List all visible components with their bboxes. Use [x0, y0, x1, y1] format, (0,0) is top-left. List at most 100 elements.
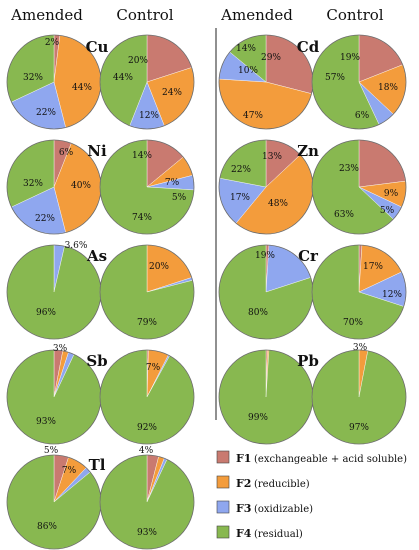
pie-as-amended-label-f4: 96%	[36, 308, 56, 318]
element-label-sb: Sb	[86, 352, 107, 370]
pie-zn-amended-label-f3: 17%	[230, 193, 250, 203]
pie-cd-control-label-f2: 18%	[378, 83, 398, 93]
pie-zn-amended-label-f1: 13%	[262, 152, 282, 162]
pie-tl-control: 4% 93%	[99, 446, 195, 550]
legend-item-f2: F2 (reducible)	[216, 475, 310, 490]
legend-label-f4: (residual)	[254, 529, 303, 540]
pie-pb-control: 3% 97%	[311, 343, 407, 445]
pie-cu-control-label-f2: 24%	[162, 88, 182, 98]
element-label-cd: Cd	[297, 38, 320, 56]
legend-item-f3: F3 (oxidizable)	[216, 500, 313, 515]
pie-tl-control-outline	[99, 454, 195, 550]
legend-key-f4: F4	[236, 527, 252, 540]
pie-as-control-outline	[99, 244, 195, 340]
pie-zn-amended-label-f2: 48%	[268, 199, 288, 209]
column-header-left-amended: Amended	[10, 6, 83, 24]
legend-swatch-f4	[216, 525, 230, 539]
pie-cr-control: 17% 12% 70%	[311, 244, 407, 340]
pie-as-control-label-f2: 20%	[149, 262, 169, 272]
pie-zn-control: 23% 9% 5% 63%	[311, 139, 407, 235]
pie-sb-amended: 3% 93%	[6, 344, 102, 445]
pie-cd-amended-label-f4: 14%	[236, 44, 256, 54]
pie-cd-control-outline	[311, 34, 407, 130]
pie-ni-amended: 6% 40% 22% 32%	[6, 139, 102, 235]
pie-tl-amended-label-f1: 5%	[44, 446, 59, 456]
pie-cu-amended-label-f2: 44%	[72, 83, 92, 93]
element-label-ni: Ni	[87, 142, 107, 160]
pie-pb-control-label-f2: 3%	[353, 343, 368, 353]
element-label-zn: Zn	[297, 142, 319, 160]
legend-swatch-f2	[216, 475, 230, 489]
column-headers: Amended Control Amended Control	[10, 6, 384, 24]
pie-zn-control-slice-f1	[358, 139, 406, 188]
pie-cd-amended: 29% 47% 10% 14%	[218, 34, 314, 130]
element-label-pb: Pb	[297, 352, 319, 370]
pie-cu-amended-label-f1: 2%	[45, 38, 60, 48]
pie-zn-control-label-f2: 9%	[384, 189, 399, 199]
column-header-left-control: Control	[116, 6, 173, 24]
legend-swatch-f1	[216, 450, 230, 464]
pie-cu-control-outline	[99, 34, 195, 130]
pie-cu-amended-label-f4: 32%	[23, 73, 43, 83]
pie-sb-control-label-f2: 7%	[146, 363, 161, 373]
column-header-right-control: Control	[326, 6, 383, 24]
legend-label-f1: (exchangeable + acid soluble)	[254, 454, 407, 465]
pie-sb-amended-label-f1: 3%	[53, 344, 68, 354]
pie-ni-control-label-f3: 5%	[172, 193, 187, 203]
pie-ni-control-label-f2: 7%	[165, 178, 180, 188]
element-label-tl: Tl	[89, 456, 106, 474]
pie-pb-amended-label-f4: 99%	[248, 413, 268, 423]
pie-cu-control: 20% 24% 12% 44%	[99, 34, 195, 130]
pie-sb-control-outline	[99, 349, 195, 445]
pie-zn-control-label-f1: 23%	[339, 164, 359, 174]
column-header-right-amended: Amended	[220, 6, 293, 24]
pie-cr-control-label-f4: 70%	[343, 318, 363, 328]
pie-pb-amended: 99%	[218, 349, 314, 445]
pie-ni-amended-label-f1: 6%	[59, 148, 74, 158]
pie-cd-amended-label-f3: 10%	[238, 66, 258, 76]
legend-label-f3: (oxidizable)	[254, 504, 313, 515]
pie-as-control: 20% 79%	[99, 244, 195, 340]
pie-pb-control-label-f4: 97%	[349, 423, 369, 433]
pie-ni-amended-label-f3: 22%	[35, 214, 55, 224]
pie-pb-control-outline	[311, 349, 407, 445]
legend-key-f1: F1	[236, 452, 251, 465]
element-label-cu: Cu	[86, 38, 109, 56]
pie-cd-control-label-f3: 6%	[355, 111, 370, 121]
pie-zn-control-label-f3: 5%	[380, 206, 395, 216]
pie-cd-control: 19% 18% 6% 57%	[311, 34, 407, 130]
pie-cr-control-label-f3: 12%	[382, 290, 402, 300]
legend-key-f2: F2	[236, 477, 251, 490]
pie-zn-control-label-f4: 63%	[334, 210, 354, 220]
pie-cd-control-label-f4: 57%	[325, 73, 345, 83]
pie-cd-amended-label-f2: 47%	[243, 111, 263, 121]
pie-tl-control-label-f1: 4%	[139, 446, 154, 456]
pie-ni-control-outline	[99, 139, 195, 235]
pie-tl-control-label-f4: 93%	[137, 528, 157, 538]
legend-swatch-f3	[216, 500, 230, 514]
pie-tl-amended-label-f4: 86%	[37, 522, 57, 532]
legend-item-f1: F1 (exchangeable + acid soluble)	[216, 450, 407, 465]
pie-tl-amended-label-f2: 7%	[62, 466, 77, 476]
pie-as-amended: 3.6% 96%	[6, 241, 102, 340]
pie-cd-control-label-f1: 19%	[340, 53, 360, 63]
pie-cr-control-outline	[311, 244, 407, 340]
pie-ni-control-label-f4: 74%	[132, 213, 152, 223]
pie-as-amended-label-f3: 3.6%	[65, 241, 88, 251]
pie-zn-amended-label-f4: 22%	[231, 165, 251, 175]
element-label-as: As	[86, 247, 107, 265]
pie-sb-amended-label-f4: 93%	[36, 417, 56, 427]
pie-cr-control-label-f2: 17%	[363, 262, 383, 272]
pie-tl-amended: 5%7% 86%	[6, 446, 102, 550]
pie-cu-control-label-f1: 20%	[128, 56, 148, 66]
pie-sb-control-label-f4: 92%	[137, 423, 157, 433]
pie-cd-amended-label-f1: 29%	[261, 53, 281, 63]
legend: F1 (exchangeable + acid soluble) F2 (reduci…	[216, 450, 407, 540]
legend-item-f4: F4 (residual)	[216, 525, 303, 540]
legend-key-f3: F3	[236, 502, 251, 515]
pie-ni-control-label-f1: 14%	[132, 151, 152, 161]
pie-ni-control: 14% 7% 5% 74%	[99, 139, 195, 235]
element-label-cr: Cr	[298, 247, 319, 265]
